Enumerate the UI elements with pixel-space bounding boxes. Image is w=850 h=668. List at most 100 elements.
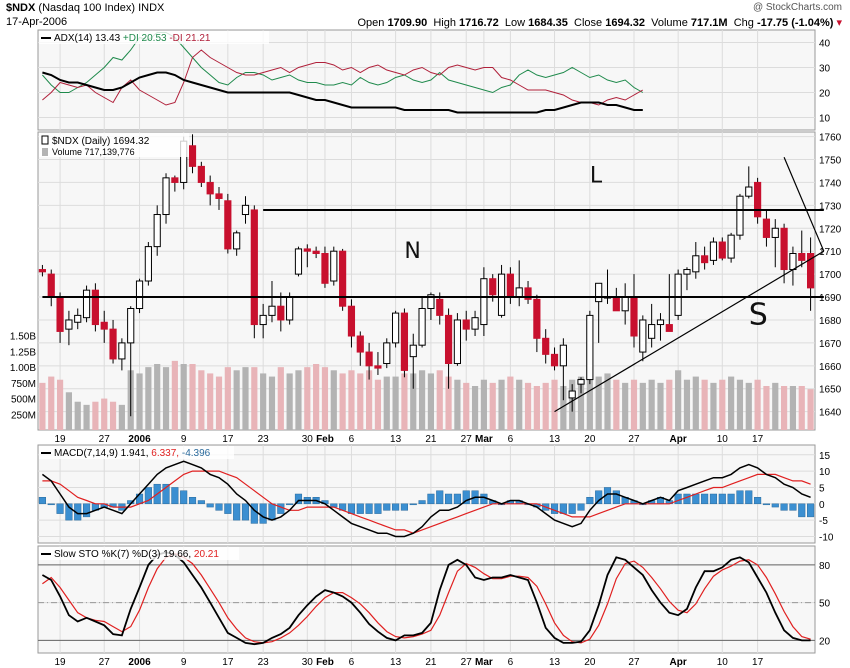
candle-body: [665, 324, 673, 332]
volume-bar: [639, 382, 646, 430]
volume-bar: [622, 382, 629, 430]
candle-body: [65, 319, 73, 330]
volume-bar: [392, 376, 399, 430]
macd-tick-label: -10: [819, 532, 834, 543]
macd-histogram-bar: [65, 503, 73, 521]
candle-body: [100, 321, 108, 330]
sto-x-label: 9: [181, 657, 187, 668]
macd-histogram-bar: [38, 497, 46, 505]
macd-histogram-bar: [162, 483, 170, 505]
high-label: High: [433, 17, 456, 29]
candle-body: [595, 282, 603, 303]
volume-bar: [251, 367, 258, 430]
sto-x-label: 6: [508, 657, 514, 668]
volume-bar: [39, 382, 46, 430]
macd-histogram-bar: [83, 503, 91, 518]
sto-x-label: 27: [99, 657, 111, 668]
candle-body: [268, 305, 276, 316]
volume-bar: [189, 364, 196, 430]
volume-bar: [154, 364, 161, 430]
low-value: 1684.35: [528, 17, 568, 29]
price-x-label: 13: [390, 434, 402, 445]
candle-body: [701, 255, 709, 264]
price-tick-label: 1730: [819, 201, 842, 212]
candle-body: [259, 314, 267, 326]
close-label: Close: [574, 17, 603, 29]
candle-body: [648, 324, 656, 339]
candle-body: [683, 269, 691, 275]
candle-body: [630, 296, 638, 337]
macd-histogram-bar: [612, 490, 620, 505]
adx-tick-label: 30: [819, 64, 831, 75]
candle-body: [718, 241, 726, 259]
macd-histogram-bar: [586, 497, 594, 505]
candle-body: [506, 273, 514, 298]
candle-body: [453, 319, 461, 365]
candle-body: [91, 289, 99, 326]
volume-bar: [728, 376, 735, 430]
macd-histogram-bar: [392, 503, 400, 511]
volume-bar: [383, 376, 390, 430]
adx-panel: [37, 29, 816, 131]
volume-bar: [516, 379, 523, 430]
volume-bar: [65, 392, 72, 430]
macd-histogram-bar: [56, 503, 64, 514]
price-x-label: Apr: [670, 434, 687, 445]
volume-bar: [719, 379, 726, 430]
volume-bar: [463, 382, 470, 430]
candle-body: [188, 145, 197, 167]
macd-histogram-bar: [427, 493, 435, 505]
chg-value: -17.75 (-1.04%): [756, 17, 834, 29]
volume-bar: [630, 379, 638, 430]
volume-bar: [101, 398, 108, 430]
macd-legend-bg: [39, 446, 234, 459]
volume-bar: [74, 401, 81, 430]
volume-bar: [171, 360, 178, 430]
sto-x-label: 23: [258, 657, 270, 668]
candle-body: [462, 319, 470, 330]
volume-bar: [207, 373, 214, 430]
candle-body: [162, 177, 170, 216]
sto-tick-label: 50: [819, 599, 831, 610]
ohlc-summary: Open 1709.90 High 1716.72 Low 1684.35 Cl…: [357, 16, 842, 29]
volume-bar: [577, 376, 585, 430]
candle-body: [780, 227, 788, 271]
volume-bar: [745, 382, 752, 430]
price-tick-label: 1660: [819, 362, 842, 373]
price-x-label: 2006: [128, 434, 151, 445]
macd-histogram-bar: [418, 500, 426, 505]
sto-x-label: 20: [584, 657, 596, 668]
candle-body: [135, 280, 144, 310]
sto-x-label: 13: [390, 657, 402, 668]
macd-histogram-bar: [727, 493, 735, 505]
price-x-label: 6: [508, 434, 514, 445]
price-x-label: Feb: [316, 434, 334, 445]
candle-body: [418, 308, 426, 346]
volume-bar: [109, 401, 117, 430]
price-tick-label: 1640: [819, 408, 842, 419]
volume-value: 717.1M: [690, 17, 728, 29]
candle-body: [436, 298, 444, 316]
macd-histogram-bar: [436, 490, 444, 505]
price-tick-label: 1680: [819, 316, 842, 327]
volume-bar: [339, 373, 346, 430]
price-x-label: 21: [425, 434, 437, 445]
candle-body: [197, 165, 205, 183]
sto-x-label: 17: [222, 657, 234, 668]
sto-x-label: Apr: [670, 657, 687, 668]
macd-histogram-bar: [259, 503, 267, 524]
macd-histogram-bar: [241, 503, 250, 521]
open-label: Open: [357, 17, 385, 29]
candle-body: [524, 287, 532, 300]
macd-histogram-bar: [736, 490, 744, 505]
sto-tick-label: 80: [819, 561, 831, 572]
price-tick-label: 1750: [819, 156, 842, 167]
volume-legend-icon: [42, 148, 48, 156]
volume-bar: [798, 386, 805, 430]
candle-body: [303, 248, 311, 252]
volume-bar: [560, 386, 567, 430]
volume-bar: [304, 367, 311, 430]
volume-bar: [224, 367, 231, 430]
candle-body: [745, 186, 753, 197]
volume-bar: [781, 386, 788, 430]
